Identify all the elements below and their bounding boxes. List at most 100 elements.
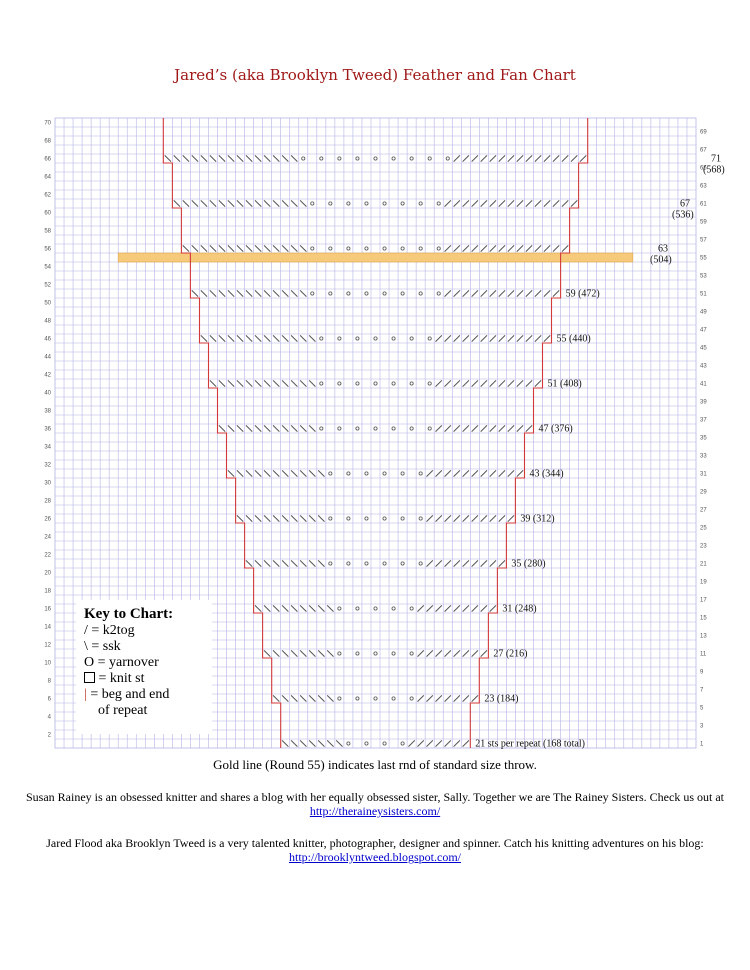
ssk-symbol [245, 514, 253, 523]
yarnover-symbol [373, 336, 378, 341]
rainey-link[interactable]: http://theraineysisters.com/ [309, 804, 441, 818]
key-repeat-2: of repeat [98, 703, 148, 718]
ssk-symbol [245, 244, 253, 253]
ssk-symbol [200, 289, 208, 298]
k2tog-symbol [534, 334, 542, 343]
k2tog-symbol [498, 289, 506, 298]
yarnover-symbol [373, 426, 378, 431]
k2tog-symbol [498, 559, 506, 568]
k2tog-symbol [480, 514, 488, 523]
left-row-number: 4 [48, 715, 52, 721]
ssk-symbol [281, 649, 289, 658]
ssk-symbol [218, 424, 226, 433]
k2tog-symbol [417, 649, 425, 658]
yarnover-symbol [355, 606, 360, 611]
k2tog-symbol [426, 694, 434, 703]
ssk-symbol [263, 514, 271, 523]
k2tog-symbol [444, 559, 452, 568]
rainey-paragraph: Susan Rainey is an obsessed knitter and … [0, 790, 750, 818]
left-row-number: 58 [44, 229, 51, 235]
k2tog-symbol [579, 154, 587, 163]
k2tog-symbol [480, 604, 488, 613]
k2tog-symbol [543, 199, 551, 208]
right-row-number: 63 [700, 184, 707, 190]
k2tog-symbol [516, 154, 524, 163]
k2tog-symbol [552, 244, 560, 253]
ssk-symbol [272, 514, 280, 523]
ssk-symbol [254, 379, 262, 388]
right-repeat-line [469, 118, 589, 748]
left-row-number: 54 [44, 265, 51, 271]
k2tog-symbol [498, 244, 506, 253]
yarnover-symbol [373, 606, 378, 611]
yarnover-symbol [364, 741, 369, 746]
ssk-symbol [290, 334, 298, 343]
ssk-symbol [317, 604, 325, 613]
ssk-symbol [227, 199, 235, 208]
stitch-symbols [164, 154, 587, 748]
ssk-symbol [290, 379, 298, 388]
left-row-number: 38 [44, 409, 51, 415]
right-row-number: 15 [700, 616, 707, 622]
right-row-number: 17 [700, 598, 707, 604]
left-row-number: 62 [44, 193, 51, 199]
ssk-symbol [236, 424, 244, 433]
ssk-symbol [299, 514, 307, 523]
left-row-number: 42 [44, 373, 51, 379]
ssk-symbol [254, 334, 262, 343]
k2tog-symbol [525, 244, 533, 253]
k2tog-symbol [444, 199, 452, 208]
yarnover-symbol [391, 156, 396, 161]
ssk-symbol [236, 379, 244, 388]
k2tog-symbol [471, 154, 479, 163]
k2tog-symbol [462, 289, 470, 298]
stitch-count: 71 [711, 154, 721, 165]
k2tog-symbol [570, 154, 578, 163]
yarnover-symbol [337, 606, 342, 611]
yarnover-symbol [418, 291, 423, 296]
k2tog-symbol [444, 469, 452, 478]
right-row-number: 3 [700, 724, 704, 730]
left-row-number: 16 [44, 607, 51, 613]
ssk-symbol [209, 244, 217, 253]
ssk-symbol [290, 694, 298, 703]
k2tog-symbol [489, 334, 497, 343]
stitch-count-total: (504) [650, 255, 672, 266]
k2tog-symbol [426, 604, 434, 613]
stitch-count: 51 (408) [548, 379, 582, 390]
yarnover-symbol [391, 336, 396, 341]
k2tog-symbol [453, 289, 461, 298]
left-row-number: 66 [44, 157, 51, 163]
right-row-number: 39 [700, 400, 707, 406]
ssk-symbol [290, 244, 298, 253]
k2tog-symbol [489, 604, 497, 613]
yarnover-symbol [382, 741, 387, 746]
k2tog-symbol [444, 334, 452, 343]
k2tog-symbol [435, 739, 443, 748]
ssk-symbol [245, 424, 253, 433]
k2tog-symbol [480, 469, 488, 478]
k2tog-symbol [453, 649, 461, 658]
ssk-symbol [263, 334, 271, 343]
yarnover-symbol [418, 516, 423, 521]
ssk-symbol [236, 244, 244, 253]
yarnover-symbol [346, 291, 351, 296]
ssk-symbol [200, 244, 208, 253]
ssk-symbol [299, 469, 307, 478]
k2tog-symbol [498, 469, 506, 478]
left-row-numbers: 7068666462605856545250484644424038363432… [44, 121, 51, 739]
k2tog-symbol [471, 199, 479, 208]
yarnover-symbol [382, 201, 387, 206]
ssk-symbol [299, 694, 307, 703]
k2tog-symbol [462, 559, 470, 568]
left-row-number: 22 [44, 553, 51, 559]
yarnover-symbol [427, 336, 432, 341]
yarnover-symbol [391, 606, 396, 611]
k2tog-symbol [525, 154, 533, 163]
ssk-symbol [326, 694, 334, 703]
ssk-symbol [191, 289, 199, 298]
brooklyn-link[interactable]: http://brooklyntweed.blogspot.com/ [289, 850, 461, 864]
brooklyn-paragraph: Jared Flood aka Brooklyn Tweed is a very… [0, 836, 750, 864]
yarnover-symbol [310, 246, 315, 251]
stitch-count: 43 (344) [529, 469, 563, 480]
